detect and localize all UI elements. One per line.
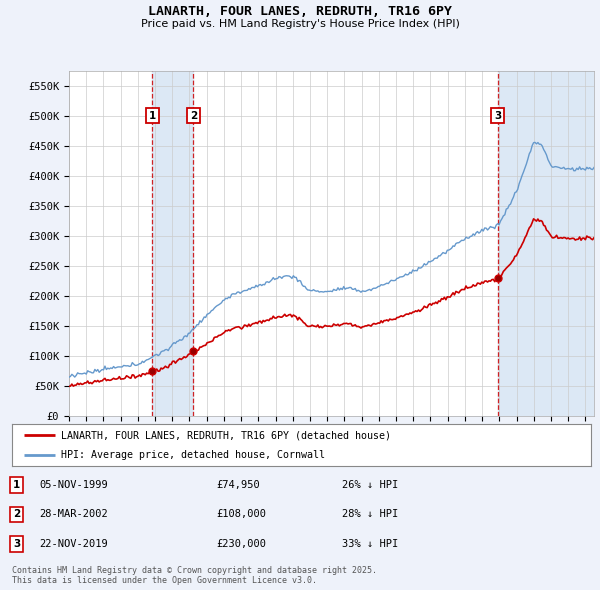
Text: 2: 2 [190, 111, 197, 121]
Text: 05-NOV-1999: 05-NOV-1999 [39, 480, 108, 490]
Text: 22-NOV-2019: 22-NOV-2019 [39, 539, 108, 549]
Text: £230,000: £230,000 [216, 539, 266, 549]
Text: 28-MAR-2002: 28-MAR-2002 [39, 510, 108, 519]
Text: 26% ↓ HPI: 26% ↓ HPI [342, 480, 398, 490]
Text: HPI: Average price, detached house, Cornwall: HPI: Average price, detached house, Corn… [61, 450, 325, 460]
Text: 33% ↓ HPI: 33% ↓ HPI [342, 539, 398, 549]
Text: 3: 3 [494, 111, 501, 121]
Text: £108,000: £108,000 [216, 510, 266, 519]
Text: 3: 3 [13, 539, 20, 549]
Text: 1: 1 [149, 111, 156, 121]
Text: £74,950: £74,950 [216, 480, 260, 490]
Text: 2: 2 [13, 510, 20, 519]
Text: LANARTH, FOUR LANES, REDRUTH, TR16 6PY: LANARTH, FOUR LANES, REDRUTH, TR16 6PY [148, 5, 452, 18]
Text: Contains HM Land Registry data © Crown copyright and database right 2025.: Contains HM Land Registry data © Crown c… [12, 566, 377, 575]
Text: 28% ↓ HPI: 28% ↓ HPI [342, 510, 398, 519]
Bar [152, 71, 193, 416]
Text: 1: 1 [13, 480, 20, 490]
Text: Price paid vs. HM Land Registry's House Price Index (HPI): Price paid vs. HM Land Registry's House … [140, 19, 460, 29]
Text: LANARTH, FOUR LANES, REDRUTH, TR16 6PY (detached house): LANARTH, FOUR LANES, REDRUTH, TR16 6PY (… [61, 430, 391, 440]
Bar [497, 71, 594, 416]
Text: This data is licensed under the Open Government Licence v3.0.: This data is licensed under the Open Gov… [12, 576, 317, 585]
